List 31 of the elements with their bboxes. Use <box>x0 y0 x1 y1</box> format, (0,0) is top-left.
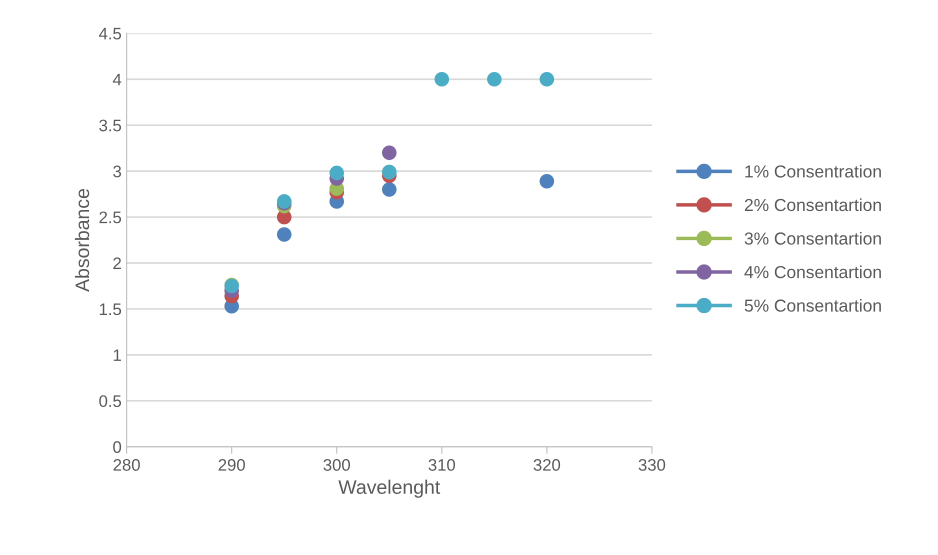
x-axis-title: Wavelenght <box>338 480 440 498</box>
y-tick-label: 3 <box>113 166 122 178</box>
point <box>329 166 344 180</box>
legend-label: 2% Consentartion <box>744 198 881 212</box>
y-tick-label: 2 <box>113 257 121 270</box>
x-tick-label: 310 <box>428 459 456 471</box>
x-tick-label: 290 <box>218 459 245 471</box>
point <box>382 182 397 197</box>
legend-label: 4% Consentartion <box>744 265 881 278</box>
point <box>487 72 502 87</box>
x-tick-label: 330 <box>638 459 666 471</box>
y-axis-title: Absorbance <box>74 189 90 292</box>
y-tick-label: 1.5 <box>100 304 122 316</box>
point <box>540 174 554 189</box>
point <box>276 227 292 242</box>
x-tick-label: 280 <box>114 459 140 471</box>
point <box>382 145 397 160</box>
y-tick-label: 0 <box>113 441 122 453</box>
y-tick-label: 4 <box>112 74 122 86</box>
legend-label: 1% Consentration <box>745 164 881 178</box>
y-tick-label: 3.5 <box>99 120 122 132</box>
y-tick-label: 4.5 <box>98 28 122 40</box>
point <box>540 72 554 87</box>
x-tick-label: 300 <box>323 459 350 471</box>
y-tick-label: 0.5 <box>99 395 122 408</box>
x-tick-label: 320 <box>534 459 560 471</box>
y-tick-label: 2.5 <box>99 211 122 224</box>
legend-label: 5% Consentartion <box>744 299 881 312</box>
point <box>434 72 450 87</box>
legend-label: 3% Consentartion <box>744 232 881 245</box>
y-tick-label: 1 <box>114 349 121 361</box>
